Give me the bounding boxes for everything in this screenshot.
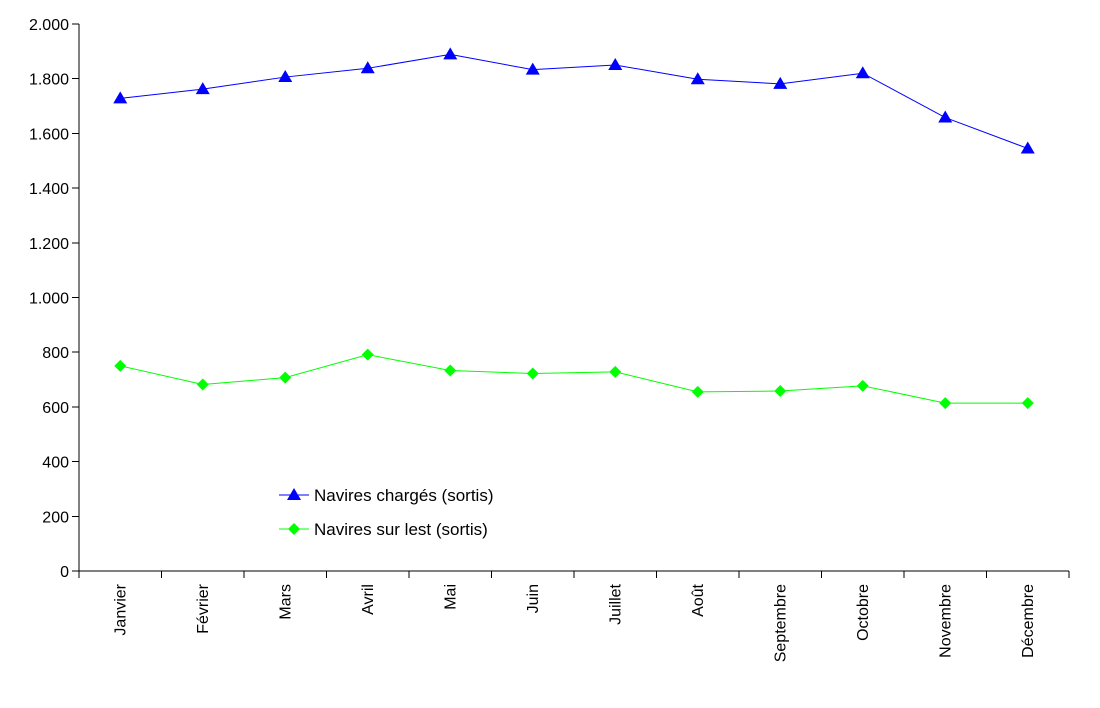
series-navires-sur-lest-sortis	[114, 348, 1034, 410]
legend-marker	[288, 523, 300, 535]
data-point	[939, 397, 952, 410]
x-tick-label: Septembre	[772, 584, 789, 662]
x-tick-label: Juin	[525, 584, 542, 613]
data-point	[113, 91, 128, 104]
y-tick-label: 600	[42, 400, 69, 417]
data-point	[608, 58, 623, 71]
y-tick-label: 1.400	[29, 181, 69, 198]
series-line	[120, 354, 1028, 404]
legend-item-navires-charges-sortis: Navires chargés (sortis)	[279, 486, 494, 505]
y-tick-label: 200	[42, 509, 69, 526]
x-tick-label: Février	[195, 583, 212, 633]
x-tick-label: Janvier	[112, 583, 129, 635]
legend: Navires chargés (sortis) Navires sur lest…	[279, 486, 494, 539]
data-point	[855, 66, 870, 79]
data-point	[774, 385, 787, 398]
x-axis: Janvier Février Mars Avril Mai Juin Juillet Aoû…	[78, 570, 1070, 662]
data-point	[196, 378, 209, 391]
data-point	[856, 379, 869, 392]
y-tick-label: 800	[42, 345, 69, 362]
legend-label: Navires sur lest (sortis)	[314, 520, 488, 539]
data-point	[525, 62, 540, 75]
x-tick-label: Octobre	[855, 584, 872, 641]
x-tick-label: Mars	[277, 584, 294, 620]
data-point	[195, 82, 210, 95]
x-tick-label: Juillet	[607, 583, 624, 624]
x-tick-label: Mai	[442, 584, 459, 610]
data-point	[360, 61, 375, 74]
y-tick-label: 0	[60, 564, 69, 581]
y-axis: 0 200 400 600 800 1.000 1.200 1.400 1.600 1.800 2.…	[29, 17, 80, 581]
series-navires-charges-sortis	[113, 47, 1035, 154]
y-tick-label: 400	[42, 455, 69, 472]
x-tick-label: Décembre	[1020, 584, 1037, 658]
y-tick-label: 1.600	[29, 126, 69, 143]
data-point	[526, 367, 539, 380]
data-point	[278, 70, 293, 83]
data-point	[443, 47, 458, 60]
y-tick-label: 1.000	[29, 291, 69, 308]
data-point	[444, 364, 457, 377]
y-tick-label: 2.000	[29, 17, 69, 34]
series-line	[120, 53, 1028, 149]
data-point	[114, 359, 127, 372]
legend-marker	[287, 488, 301, 500]
data-point	[609, 365, 622, 378]
legend-item-navires-sur-lest-sortis: Navires sur lest (sortis)	[279, 520, 488, 539]
x-tick-label: Novembre	[937, 584, 954, 658]
data-point	[938, 110, 953, 123]
data-point	[361, 348, 374, 361]
y-tick-label: 1.800	[29, 72, 69, 89]
x-tick-label: Août	[690, 583, 707, 616]
data-point	[691, 385, 704, 398]
x-tick-label: Avril	[360, 584, 377, 615]
y-tick-label: 1.200	[29, 236, 69, 253]
data-point	[690, 72, 705, 85]
data-point	[773, 76, 788, 89]
series-layer	[113, 47, 1035, 410]
data-point	[1021, 397, 1034, 410]
data-point	[1020, 141, 1035, 154]
data-point	[279, 371, 292, 384]
legend-label: Navires chargés (sortis)	[314, 486, 494, 505]
